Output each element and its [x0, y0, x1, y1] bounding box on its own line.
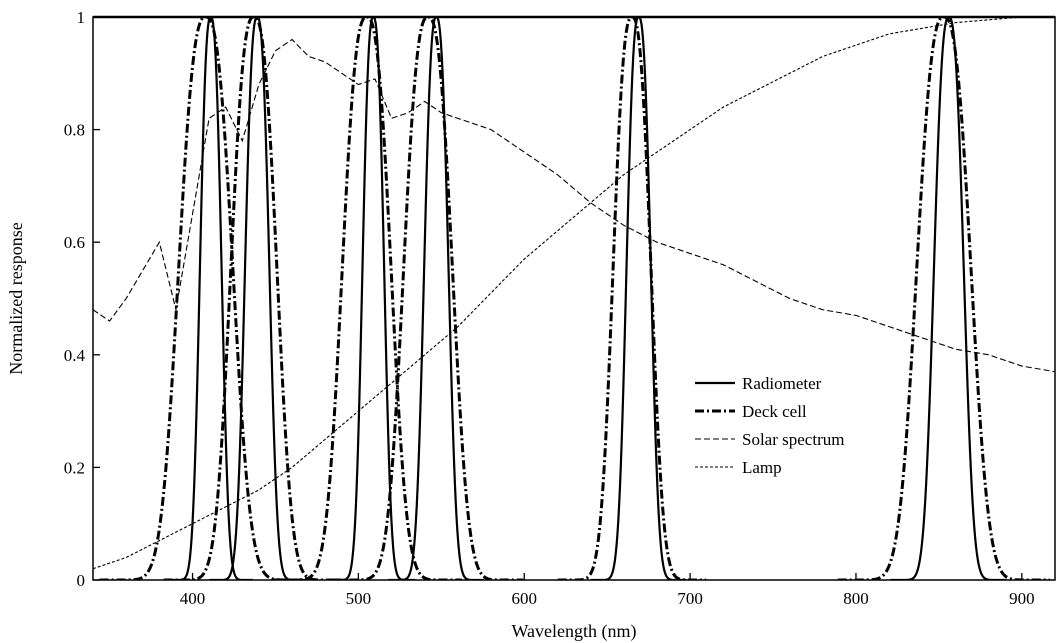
- series-radiometer-band: [890, 17, 1007, 580]
- legend-label-solar-spectrum: Solar spectrum: [742, 430, 844, 449]
- series-radiometer-band: [590, 17, 687, 580]
- x-tick-label: 600: [511, 589, 537, 608]
- series-radiometer-band: [330, 17, 416, 580]
- x-axis-title: Wavelength (nm): [511, 621, 636, 642]
- legend-item-lamp: Lamp: [695, 458, 782, 477]
- x-tick-label: 700: [677, 589, 703, 608]
- legend-label-radiometer: Radiometer: [742, 374, 822, 393]
- x-tick-label: 900: [1009, 589, 1035, 608]
- x-tick-label: 500: [346, 589, 372, 608]
- legend-item-deck-cell: Deck cell: [695, 402, 807, 421]
- legend: Radiometer Deck cell Solar spectrum Lamp: [695, 374, 844, 477]
- legend-item-solar-spectrum: Solar spectrum: [695, 430, 844, 449]
- series-deck-cell-band: [162, 17, 345, 580]
- legend-item-radiometer: Radiometer: [695, 374, 822, 393]
- x-tick-label: 800: [843, 589, 869, 608]
- series-deck-cell-band: [98, 17, 313, 580]
- x-axis-ticks: 400 500 600 700 800 900: [180, 573, 1035, 608]
- y-tick-label: 0.8: [64, 121, 85, 140]
- x-tick-label: 400: [180, 589, 206, 608]
- y-tick-label: 0.6: [64, 233, 85, 252]
- y-axis-title: Normalized response: [6, 222, 26, 374]
- legend-label-lamp: Lamp: [742, 458, 782, 477]
- series-deck-cell-band: [837, 17, 1051, 580]
- y-tick-label: 1: [77, 8, 86, 27]
- series-radiometer-band: [388, 17, 485, 580]
- y-tick-label: 0: [77, 571, 86, 590]
- y-axis-ticks: 0 0.2 0.4 0.6 0.8 1: [64, 8, 100, 590]
- y-tick-label: 0.4: [64, 346, 86, 365]
- series-lamp-line: [93, 17, 1055, 570]
- plot-lines: [93, 17, 1055, 580]
- y-tick-label: 0.2: [64, 458, 85, 477]
- legend-label-deck-cell: Deck cell: [742, 402, 807, 421]
- series-solar-spectrum-line: [93, 38, 1055, 373]
